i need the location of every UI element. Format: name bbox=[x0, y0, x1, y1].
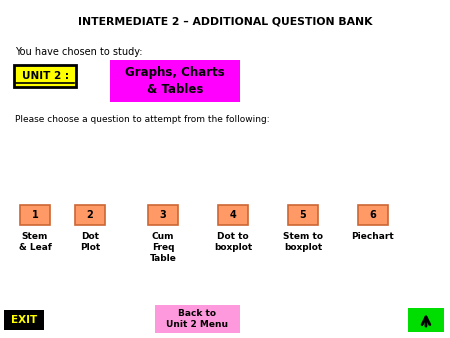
Text: Stem to
boxplot: Stem to boxplot bbox=[283, 232, 323, 252]
FancyBboxPatch shape bbox=[75, 205, 105, 225]
Text: 5: 5 bbox=[300, 210, 306, 220]
FancyBboxPatch shape bbox=[155, 305, 240, 333]
Text: Dot
Plot: Dot Plot bbox=[80, 232, 100, 252]
Text: Graphs, Charts
& Tables: Graphs, Charts & Tables bbox=[125, 66, 225, 96]
Text: 6: 6 bbox=[369, 210, 376, 220]
FancyBboxPatch shape bbox=[408, 308, 444, 332]
Text: UNIT 2 :: UNIT 2 : bbox=[22, 71, 68, 81]
FancyBboxPatch shape bbox=[110, 60, 240, 102]
Text: Dot to
boxplot: Dot to boxplot bbox=[214, 232, 252, 252]
Text: Piechart: Piechart bbox=[351, 232, 394, 241]
Text: 1: 1 bbox=[32, 210, 38, 220]
Text: Please choose a question to attempt from the following:: Please choose a question to attempt from… bbox=[15, 116, 270, 124]
Text: Stem
& Leaf: Stem & Leaf bbox=[18, 232, 51, 252]
Text: Cum
Freq
Table: Cum Freq Table bbox=[149, 232, 176, 263]
Text: You have chosen to study:: You have chosen to study: bbox=[15, 47, 143, 57]
Text: 4: 4 bbox=[230, 210, 236, 220]
FancyBboxPatch shape bbox=[218, 205, 248, 225]
Text: 3: 3 bbox=[160, 210, 166, 220]
FancyBboxPatch shape bbox=[148, 205, 178, 225]
Text: 2: 2 bbox=[86, 210, 94, 220]
FancyBboxPatch shape bbox=[20, 205, 50, 225]
Text: EXIT: EXIT bbox=[11, 315, 37, 325]
FancyBboxPatch shape bbox=[358, 205, 388, 225]
Text: INTERMEDIATE 2 – ADDITIONAL QUESTION BANK: INTERMEDIATE 2 – ADDITIONAL QUESTION BAN… bbox=[78, 17, 372, 27]
FancyBboxPatch shape bbox=[4, 310, 44, 330]
Text: Back to
Unit 2 Menu: Back to Unit 2 Menu bbox=[166, 309, 229, 329]
FancyBboxPatch shape bbox=[288, 205, 318, 225]
FancyBboxPatch shape bbox=[14, 65, 76, 87]
